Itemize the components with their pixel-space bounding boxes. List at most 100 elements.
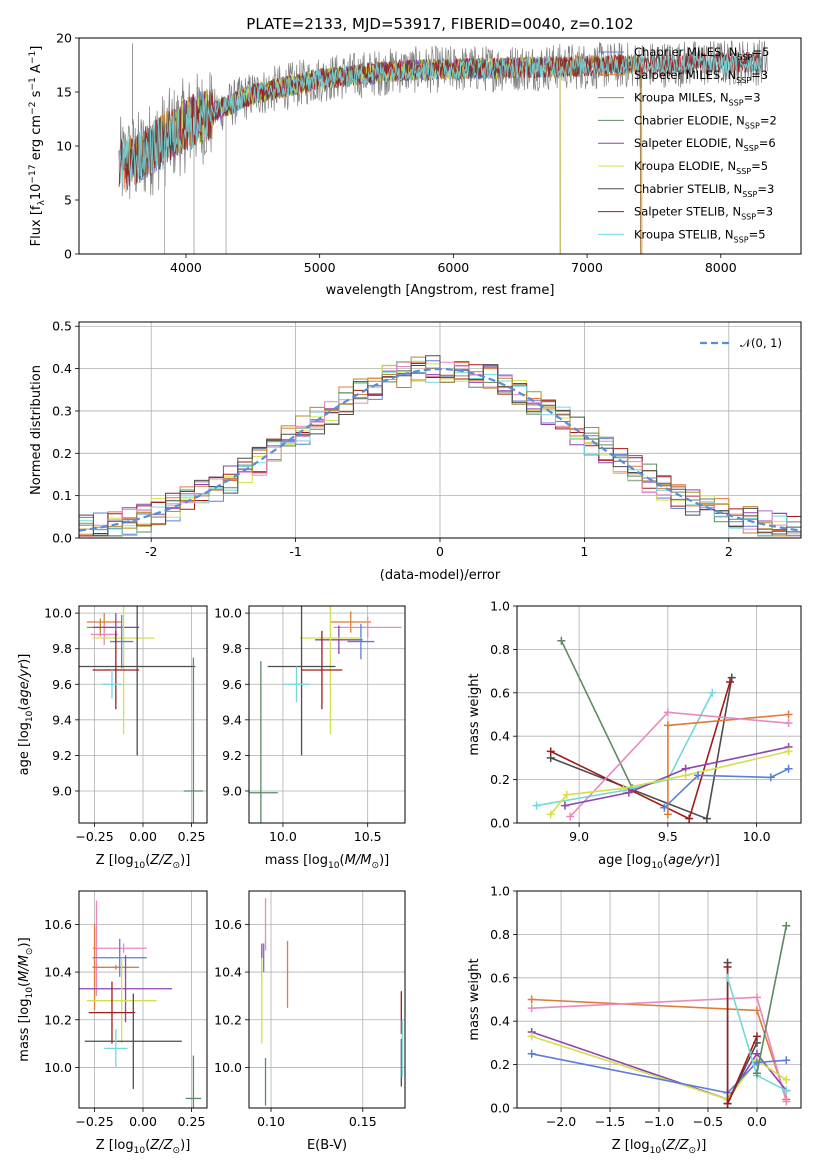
weight-marker — [723, 973, 732, 982]
errorbar-point — [301, 630, 343, 710]
y-axis-label: Flux [fλ10−17 erg cm−2 s−1 A−1] — [28, 46, 47, 247]
x-tick-label: 8000 — [705, 260, 737, 275]
plot-area — [261, 898, 403, 1106]
weight-marker — [619, 784, 628, 793]
weight-line — [531, 1035, 787, 1101]
weight-series — [752, 921, 791, 1078]
weight-marker — [560, 801, 569, 810]
x-tick-label: −1.0 — [644, 1114, 674, 1129]
plot-frame — [78, 890, 208, 1109]
weight-marker — [546, 747, 555, 756]
y-axis-label: mass [log10(M/M⊙)] — [17, 937, 35, 1061]
x-tick-label: 2 — [725, 544, 733, 559]
weight-marker — [782, 1097, 791, 1106]
y-tick-label: 0.4 — [490, 1014, 510, 1029]
errorbar-point — [282, 666, 311, 703]
y-tick-label: 0.4 — [52, 361, 72, 376]
axes-age_vs_mass: 10.0 10.5 9.0 9.2 9.4 9.6 9.8 10.0 mass [log10(M… — [214, 605, 406, 871]
weight-marker — [752, 1006, 761, 1015]
weight-marker — [727, 673, 736, 682]
y-tick-label: 0.2 — [490, 1057, 510, 1072]
legend-entry: Kroupa STELIB, NSSP=5 — [634, 227, 766, 244]
errorbar-point — [100, 943, 147, 953]
y-tick-label: 1.0 — [490, 599, 510, 614]
errorbar-point — [330, 611, 372, 633]
x-tick-label: −0.25 — [75, 1114, 113, 1129]
axes-weight_vs_age: 9.0 9.5 10.0 0.0 0.2 0.4 0.6 0.8 1.0 age [log10(a… — [467, 599, 802, 871]
weight-series — [660, 764, 793, 812]
y-tick-label: 0.0 — [490, 1101, 510, 1116]
errorbar-point — [86, 957, 157, 1044]
plot-frame — [78, 37, 802, 255]
y-tick-label: 10.6 — [44, 917, 72, 932]
y-tick-label: 9.6 — [222, 677, 242, 692]
errorbar-point — [299, 606, 361, 735]
x-tick-label: 0.25 — [178, 1114, 206, 1129]
x-tick-label: 0 — [436, 544, 444, 559]
errorbar-point — [92, 938, 147, 977]
y-tick-label: 15 — [56, 85, 72, 100]
y-tick-label: 10.4 — [214, 965, 242, 980]
errorbar-point — [104, 1029, 128, 1068]
weight-line — [531, 1053, 787, 1094]
legend-entry: Kroupa MILES, NSSP=3 — [634, 91, 761, 108]
x-tick-label: 4000 — [170, 260, 202, 275]
weight-marker — [784, 710, 793, 719]
x-tick-label: 7000 — [571, 260, 603, 275]
weight-marker — [660, 803, 669, 812]
y-tick-label: 10.4 — [44, 965, 72, 980]
plot-frame — [78, 605, 208, 824]
weight-marker — [624, 788, 633, 797]
legend-entry: Kroupa ELODIE, NSSP=5 — [634, 159, 768, 176]
x-axis-label: mass [log10(M/M⊙)] — [265, 853, 389, 871]
y-tick-label: 0 — [64, 247, 72, 262]
weight-marker — [681, 771, 690, 780]
plot-frame — [78, 321, 802, 539]
weight-marker — [546, 810, 555, 819]
histogram-step — [79, 356, 801, 537]
plot-area — [118, 39, 768, 254]
y-tick-label: 0.3 — [52, 403, 72, 418]
weight-series — [527, 993, 791, 1106]
weight-marker — [532, 801, 541, 810]
x-tick-label: −2.0 — [546, 1114, 576, 1129]
weight-marker — [663, 810, 672, 819]
errorbar-point — [84, 993, 182, 1089]
plot-frame — [248, 890, 406, 1109]
weight-line — [756, 925, 788, 1074]
x-tick-label: 9.0 — [569, 829, 589, 844]
weight-marker — [782, 1075, 791, 1084]
x-tick-label: 0.0 — [747, 1114, 767, 1129]
weight-marker — [752, 1069, 761, 1078]
x-tick-label: 9.5 — [658, 829, 678, 844]
weight-marker — [782, 1086, 791, 1095]
weight-marker — [784, 747, 793, 756]
x-axis-label: wavelength [Angstrom, rest frame] — [326, 283, 555, 298]
weight-marker — [726, 677, 734, 686]
weight-marker — [694, 771, 703, 780]
y-tick-label: 0.6 — [490, 970, 510, 985]
legend-entry: Salpeter STELIB, NSSP=3 — [634, 205, 773, 222]
y-tick-label: 9.4 — [222, 712, 242, 727]
x-tick-label: -2 — [145, 544, 157, 559]
weight-series — [663, 710, 793, 819]
x-axis-label: E(B-V) — [307, 1138, 347, 1153]
errorbar-point — [347, 623, 375, 660]
x-tick-label: 1 — [580, 544, 588, 559]
weight-series — [723, 962, 761, 1108]
weight-marker — [723, 1099, 732, 1108]
x-tick-label: 5000 — [304, 260, 336, 275]
plot-area — [79, 900, 202, 1108]
y-tick-label: 9.6 — [52, 677, 72, 692]
weight-marker — [527, 1032, 536, 1041]
x-axis-label: (data-model)/error — [380, 568, 501, 583]
y-tick-label: 9.2 — [52, 748, 72, 763]
errorbar-point — [79, 606, 196, 756]
y-axis-label: mass weight — [467, 673, 482, 755]
weight-marker — [752, 1032, 761, 1041]
x-tick-label: −0.25 — [75, 829, 113, 844]
legend-entry: Chabrier MILES, NSSP=5 — [634, 45, 769, 62]
weight-marker — [685, 814, 694, 823]
